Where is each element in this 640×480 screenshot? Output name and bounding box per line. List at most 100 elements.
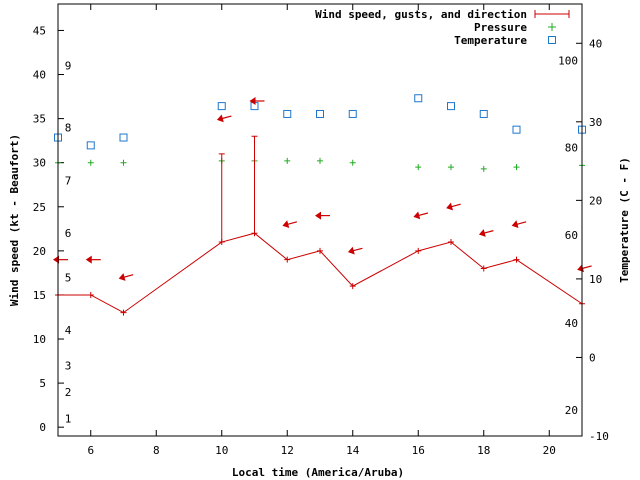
wind-direction-arrow-head (249, 96, 256, 105)
x-tick-label: 10 (215, 444, 228, 457)
wind-speed-point (120, 309, 127, 316)
temperature-point (86, 141, 95, 150)
fahrenheit-label: 80 (565, 142, 578, 155)
wind-direction-arrow-shaft (450, 203, 461, 208)
fahrenheit-label: 60 (565, 229, 578, 242)
wind-direction-arrow (511, 220, 527, 229)
beaufort-label: 5 (65, 271, 72, 284)
wind-direction-arrow-head (413, 211, 421, 220)
wind-direction-arrow-shaft (123, 274, 134, 278)
x-tick-label: 6 (87, 444, 94, 457)
x-tick-label: 20 (543, 444, 556, 457)
beaufort-label: 1 (65, 412, 72, 425)
pressure-point (284, 157, 291, 164)
wind-speed-point (448, 239, 454, 246)
legend-label-temperature: Temperature (454, 34, 527, 47)
beaufort-label: 7 (65, 174, 72, 187)
temperature-point (316, 109, 324, 118)
y-right-tick-label: 20 (589, 194, 602, 207)
wind-direction-arrow (446, 202, 461, 211)
wind-direction-arrow-shaft (581, 265, 592, 270)
wind-direction-arrow-head (85, 255, 92, 264)
temperature-point (283, 109, 292, 118)
wind-direction-arrow (282, 220, 298, 229)
x-tick-label: 8 (153, 444, 160, 457)
wind-speed-point (513, 256, 520, 263)
legend-swatch-temperature (548, 36, 556, 44)
pressure-point (415, 164, 422, 171)
wind-direction-arrow (413, 211, 429, 220)
beaufort-label: 3 (65, 359, 72, 372)
wind-speed-point (317, 247, 323, 254)
x-tick-label: 12 (281, 444, 294, 457)
y-left-tick-label: 45 (33, 24, 46, 37)
wind-speed-point (480, 265, 487, 272)
x-tick-label: 18 (477, 444, 490, 457)
y-right-tick-label: -10 (589, 430, 609, 443)
y-right-tick-label: 30 (589, 116, 602, 129)
pressure-point (448, 164, 454, 171)
beaufort-label: 2 (65, 386, 72, 399)
wind-direction-arrow (347, 246, 363, 255)
y-right-tick-label: 10 (589, 273, 602, 286)
pressure-point (480, 165, 487, 172)
x-axis-label: Local time (America/Aruba) (232, 466, 404, 479)
pressure-point (87, 159, 94, 166)
fahrenheit-label: 100 (558, 55, 578, 68)
pressure-point (513, 164, 520, 171)
legend-swatch-pressure (548, 23, 556, 31)
y-left-tick-label: 5 (39, 377, 46, 390)
y-axis-label-left: Wind speed (kt - Beaufort) (8, 134, 21, 306)
wind-direction-arrow-head (315, 211, 321, 220)
wind-direction-arrow-head (478, 229, 486, 237)
wind-direction-arrow-shaft (287, 221, 298, 225)
legend-label-wind: Wind speed, gusts, and direction (315, 8, 527, 21)
chart-tick-labels: 6 8 10 12 14 16 18 20051015202530354045-1001020… (33, 24, 609, 457)
beaufort-label: 4 (65, 324, 72, 337)
fahrenheit-label: 20 (565, 404, 578, 417)
y-left-tick-label: 20 (33, 245, 46, 258)
y-axis-label-right: Temperature (C - F) (618, 157, 631, 283)
temperature-point (348, 109, 357, 118)
y-left-tick-label: 25 (33, 201, 46, 214)
temperature-point (479, 109, 488, 118)
wind-speed-point (349, 283, 356, 290)
wind-speed-point (415, 247, 422, 254)
wind-direction-arrow (85, 255, 101, 264)
x-tick-label: 14 (346, 444, 360, 457)
wind-direction-arrow (249, 96, 265, 105)
y-left-tick-label: 10 (33, 333, 46, 346)
x-tick-label: 16 (412, 444, 425, 457)
legend-label-pressure: Pressure (474, 21, 527, 34)
pressure-point (317, 157, 323, 164)
wind-direction-arrow-head (282, 220, 290, 229)
y-left-tick-label: 0 (39, 421, 46, 434)
temperature-point (217, 102, 226, 111)
y-right-tick-label: 0 (589, 351, 596, 364)
wind-direction-arrow-head (511, 220, 519, 229)
fahrenheit-label: 40 (565, 317, 578, 330)
wind-direction-arrow (478, 229, 494, 237)
pressure-point (120, 159, 127, 166)
wind-direction-arrow-head (216, 114, 224, 123)
beaufort-label: 9 (65, 60, 72, 73)
y-right-tick-label: 40 (589, 37, 602, 50)
wind-direction-arrow-head (347, 246, 355, 255)
wind-direction-arrow-shaft (483, 230, 494, 234)
wind-direction-arrow-shaft (418, 212, 429, 217)
temperature-point (447, 102, 455, 111)
legend: Wind speed, gusts, and direction Pressur… (315, 8, 570, 47)
y-left-tick-label: 15 (33, 289, 46, 302)
wind-speed-point (87, 291, 94, 298)
wind-direction-arrow-head (118, 273, 126, 281)
wind-direction-arrow (216, 114, 232, 123)
pressure-point (349, 159, 356, 166)
chart-series (53, 94, 592, 316)
wind-direction-arrow (315, 211, 330, 220)
temperature-point (512, 125, 521, 134)
temperature-point (119, 133, 128, 142)
wind-direction-arrow (118, 273, 134, 281)
beaufort-label: 6 (65, 227, 72, 240)
